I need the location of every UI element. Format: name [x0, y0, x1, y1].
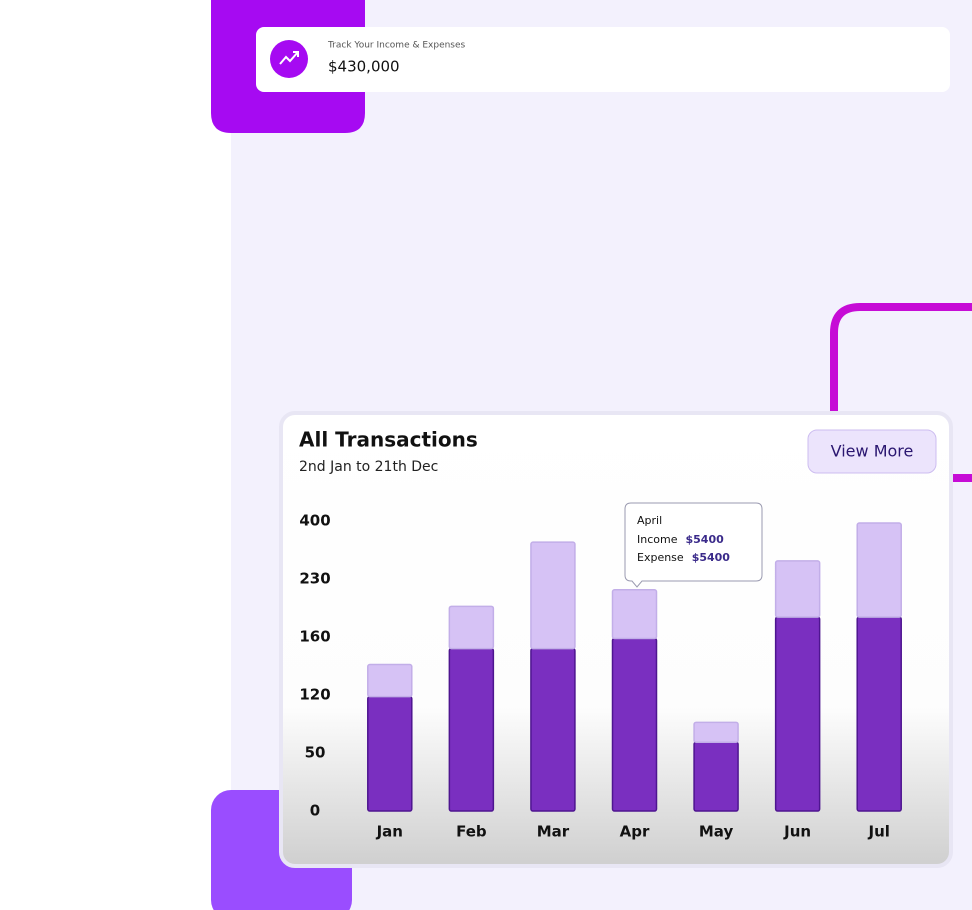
bar-segment [448, 605, 495, 650]
bar-segment [448, 647, 495, 812]
x-tick-label: Apr [620, 823, 650, 841]
tooltip-label: Expense [637, 551, 684, 564]
bar-segment [693, 741, 739, 812]
x-tick-label: Jul [868, 823, 890, 841]
tooltip-label: Income [637, 533, 678, 546]
x-tick-label: Jun [783, 823, 811, 841]
bar-segment [367, 663, 413, 698]
bar-segment [611, 637, 658, 812]
x-tick-label: Mar [537, 823, 570, 841]
y-tick-label: 160 [299, 628, 330, 646]
y-tick-label: 50 [305, 744, 326, 762]
amount: $430,000 [328, 58, 400, 76]
bar-segment [693, 721, 739, 743]
x-tick-label: Feb [456, 823, 487, 841]
caption: Track Your Income & Expenses [327, 41, 466, 51]
chart-title: All Transactions [299, 428, 478, 452]
x-tick-label: Jan [376, 823, 403, 841]
bar-segment [856, 616, 902, 812]
tooltip-box [624, 502, 763, 588]
bar-segment [774, 616, 821, 812]
y-tick-label: 0 [310, 802, 320, 820]
bar-segment [530, 541, 576, 650]
y-tick-label: 230 [299, 570, 330, 588]
x-tick-label: May [699, 823, 734, 841]
chart-subtitle: 2nd Jan to 21th Dec [299, 459, 438, 475]
tooltip-value: $5400 [685, 533, 724, 546]
view-more-button[interactable] [807, 429, 937, 474]
bar-segment [530, 647, 576, 812]
y-tick-label: 120 [299, 686, 330, 704]
bar-segment [367, 695, 413, 812]
bar-segment [856, 522, 902, 618]
tooltip-value: $5400 [692, 551, 731, 564]
bar-segment [611, 589, 658, 640]
view-more-label[interactable]: View More [831, 442, 914, 461]
bar-segment [774, 560, 821, 618]
trend-arrow [279, 51, 299, 65]
deco-frame [830, 303, 972, 482]
summary-card [256, 27, 950, 92]
tooltip-title: April [637, 514, 662, 527]
y-tick-label: 400 [299, 512, 330, 530]
